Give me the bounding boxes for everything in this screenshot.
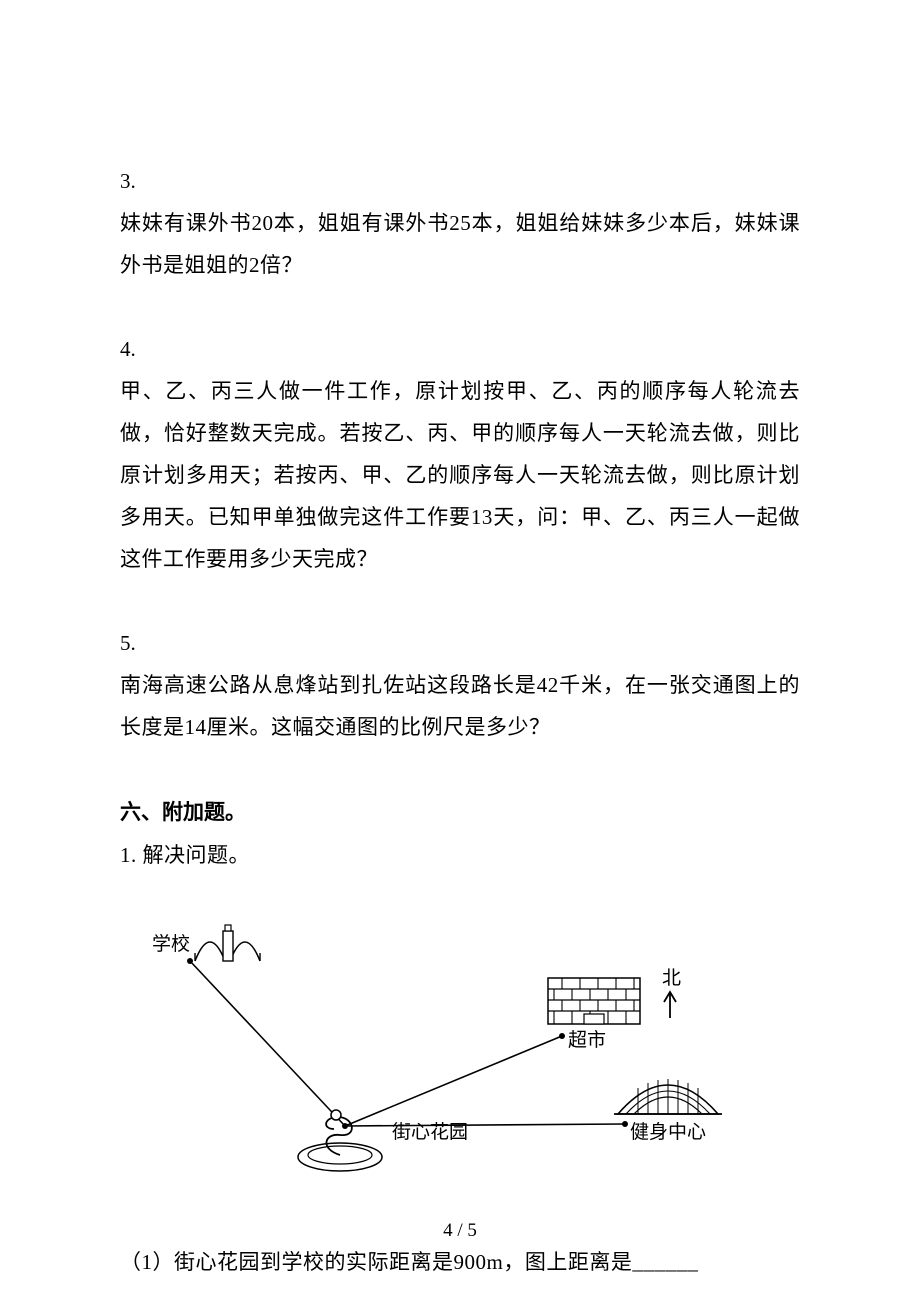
supermarket-icon bbox=[548, 978, 640, 1024]
q5-text: 南海高速公路从息烽站到扎佐站这段路长是42千米，在一张交通图上的长度是14厘米。… bbox=[120, 664, 800, 748]
north-arrow-icon bbox=[664, 992, 676, 1018]
point-fitness bbox=[622, 1121, 628, 1127]
q3-text: 妹妹有课外书20本，姐姐有课外书25本，姐姐给妹妹多少本后，妹妹课外书是姐姐的2… bbox=[120, 202, 800, 286]
page-number: 4 / 5 bbox=[0, 1220, 920, 1242]
section-6-title: 六、附加题。 bbox=[120, 792, 800, 834]
point-school bbox=[187, 958, 193, 964]
map-svg: 学校 超市 北 bbox=[130, 906, 750, 1186]
q5-number: 5. bbox=[120, 622, 800, 664]
page: 3. 妹妹有课外书20本，姐姐有课外书25本，姐姐给妹妹多少本后，妹妹课外书是姐… bbox=[0, 0, 920, 1302]
point-supermarket bbox=[559, 1033, 565, 1039]
spacer bbox=[120, 580, 800, 622]
label-supermarket: 超市 bbox=[568, 1029, 606, 1051]
line-garden-fitness bbox=[345, 1124, 625, 1126]
label-garden: 街心花园 bbox=[392, 1121, 468, 1143]
point-garden bbox=[342, 1123, 348, 1129]
garden-icon bbox=[298, 1110, 382, 1171]
school-icon bbox=[195, 925, 260, 961]
label-school: 学校 bbox=[152, 933, 190, 955]
label-fitness: 健身中心 bbox=[630, 1121, 706, 1143]
label-north: 北 bbox=[662, 967, 681, 989]
fitness-icon bbox=[614, 1079, 722, 1114]
spacer bbox=[120, 748, 800, 792]
sub-question-1: （1）街心花园到学校的实际距离是900m，图上距离是______ bbox=[120, 1241, 800, 1283]
q4-number: 4. bbox=[120, 328, 800, 370]
line-garden-school bbox=[190, 961, 345, 1126]
spacer bbox=[120, 286, 800, 328]
map-figure: 学校 超市 北 bbox=[130, 906, 800, 1191]
blank-line: ______ bbox=[632, 1250, 698, 1274]
line-garden-supermarket bbox=[345, 1036, 562, 1126]
section-6-item1: 1. 解决问题。 bbox=[120, 834, 800, 876]
q4-text: 甲、乙、丙三人做一件工作，原计划按甲、乙、丙的顺序每人轮流去做，恰好整数天完成。… bbox=[120, 370, 800, 580]
sub1-text: （1）街心花园到学校的实际距离是900m，图上距离是 bbox=[120, 1250, 632, 1274]
q3-number: 3. bbox=[120, 160, 800, 202]
